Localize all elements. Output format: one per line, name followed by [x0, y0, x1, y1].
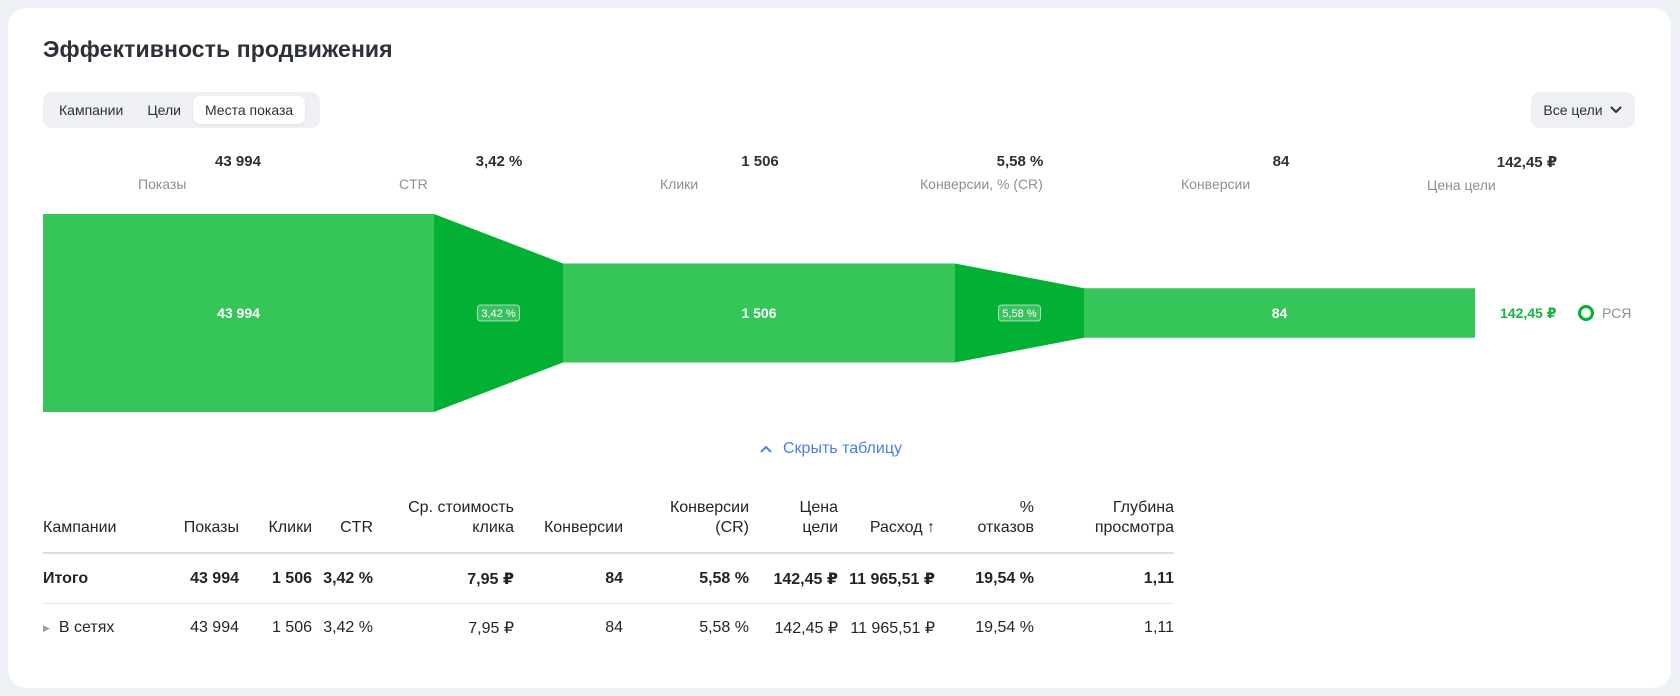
cell: 1 506 — [271, 619, 312, 636]
page-title: Эффективность продвижения — [43, 36, 393, 62]
expand-triangle-icon[interactable]: ▶ — [43, 623, 50, 633]
col-header[interactable]: Клики — [239, 498, 312, 554]
hide-table-label: Скрыть таблицу — [783, 440, 902, 457]
funnel-rate-label: 5,58 % — [1002, 308, 1036, 320]
goals-select[interactable]: Все цели — [1531, 92, 1635, 128]
cell: 84 — [605, 619, 623, 636]
cell: 7,95 ₽ — [468, 620, 514, 637]
col-header[interactable]: Цена цели — [749, 498, 838, 554]
view-switcher: Кампании Цели Места показа — [43, 92, 320, 128]
col-header[interactable]: Конверсии (CR) — [623, 498, 749, 554]
cell: 1,11 — [1034, 553, 1174, 604]
chevron-down-icon — [1609, 106, 1622, 114]
cell: 5,58 % — [623, 553, 749, 604]
metric-label: Показы — [138, 176, 187, 192]
cell: 3,42 % — [312, 553, 373, 604]
table-header-row: Кампании Показы Клики CTR Ср. стоимость к… — [43, 498, 1174, 554]
cell: 84 — [514, 553, 623, 604]
funnel-stage-label: 43 994 — [217, 305, 260, 321]
cell: 43 994 — [139, 553, 239, 604]
metric-label: Клики — [660, 176, 699, 192]
cell: 11 965,51 ₽ — [850, 620, 935, 637]
funnel-chart: 43 994 1 506 84 3,42 % 5,58 % — [43, 214, 1475, 412]
metric-conversions: 84 Конверсии — [1181, 153, 1381, 192]
cell: Итого — [43, 553, 139, 604]
cell: 142,45 ₽ — [749, 553, 838, 604]
cell: 43 994 — [190, 619, 239, 636]
funnel-stage-bar — [43, 214, 434, 412]
funnel-stage-bar — [563, 263, 955, 363]
funnel-stage-label: 84 — [1272, 305, 1288, 321]
metric-label: Конверсии, % (CR) — [920, 176, 1043, 192]
metric-clicks: 1 506 Клики — [660, 153, 860, 192]
funnel-legend[interactable]: РСЯ — [1578, 305, 1631, 321]
funnel-end-value: 142,45 ₽ — [1500, 305, 1557, 321]
legend-label: РСЯ — [1602, 305, 1632, 321]
metric-value: 43 994 — [215, 153, 261, 170]
cell: 142,45 ₽ — [774, 620, 838, 637]
col-header[interactable]: % отказов — [935, 498, 1034, 554]
cell: 1 506 — [239, 553, 312, 604]
metric-impressions: 43 994 Показы — [138, 153, 338, 192]
row-name: В сетях — [58, 619, 115, 636]
metric-cr: 5,58 % Конверсии, % (CR) — [920, 153, 1120, 192]
cell: 19,54 % — [975, 619, 1034, 636]
col-header[interactable]: Ср. стоимость клика — [373, 498, 514, 554]
table-row[interactable]: ▶ В сетях 43 994 1 506 3,42 % 7,95 ₽ 84 5… — [43, 604, 1174, 653]
metric-ctr: 3,42 % CTR — [399, 153, 599, 192]
chevron-up-icon — [760, 445, 772, 453]
funnel-rate-badge — [477, 304, 520, 322]
metric-label: Конверсии — [1181, 176, 1251, 192]
col-header[interactable]: Кампании — [43, 498, 139, 554]
tab-placements[interactable]: Места показа — [192, 96, 306, 124]
cell: 19,54 % — [935, 553, 1034, 604]
cell: 7,95 ₽ — [373, 553, 514, 604]
metric-value: 142,45 ₽ — [1496, 154, 1558, 171]
table-row-total: Итого 43 994 1 506 3,42 % 7,95 ₽ 84 5,58… — [43, 553, 1174, 604]
metric-value: 1 506 — [741, 153, 779, 170]
goals-select-label: Все цели — [1543, 102, 1603, 118]
hide-table-button[interactable]: Скрыть таблицу — [759, 440, 902, 458]
metric-goal-cost: 142,45 ₽ Цена цели — [1427, 153, 1627, 193]
funnel-transition — [434, 214, 563, 412]
cell: 5,58 % — [699, 619, 749, 636]
stats-table: Кампании Показы Клики CTR Ср. стоимость к… — [43, 498, 1174, 652]
metric-label: CTR — [399, 176, 428, 192]
metric-value: 3,42 % — [475, 153, 523, 170]
funnel-rate-badge — [998, 304, 1041, 322]
cell-expandable[interactable]: ▶ В сетях — [43, 604, 139, 653]
col-header[interactable]: CTR — [312, 498, 373, 554]
funnel-transition — [955, 263, 1084, 363]
funnel-rate-label: 3,42 % — [481, 308, 515, 320]
metric-label: Цена цели — [1427, 177, 1496, 193]
cell: 3,42 % — [323, 619, 373, 636]
col-header-sorted[interactable]: Расход ↑ — [838, 498, 935, 554]
col-header[interactable]: Конверсии — [514, 498, 623, 554]
tab-campaigns[interactable]: Кампании — [59, 102, 124, 118]
col-header[interactable]: Показы — [139, 498, 239, 554]
tab-goals[interactable]: Цели — [147, 102, 181, 118]
funnel-stage-bar — [1084, 288, 1475, 338]
metric-value: 84 — [1272, 153, 1290, 170]
legend-marker-icon — [1578, 305, 1594, 321]
col-header[interactable]: Глубина просмотра — [1034, 498, 1174, 554]
cell: 11 965,51 ₽ — [838, 553, 935, 604]
funnel-stage-label: 1 506 — [741, 305, 776, 321]
cell: 1,11 — [1144, 619, 1174, 636]
metric-value: 5,58 % — [996, 153, 1044, 170]
